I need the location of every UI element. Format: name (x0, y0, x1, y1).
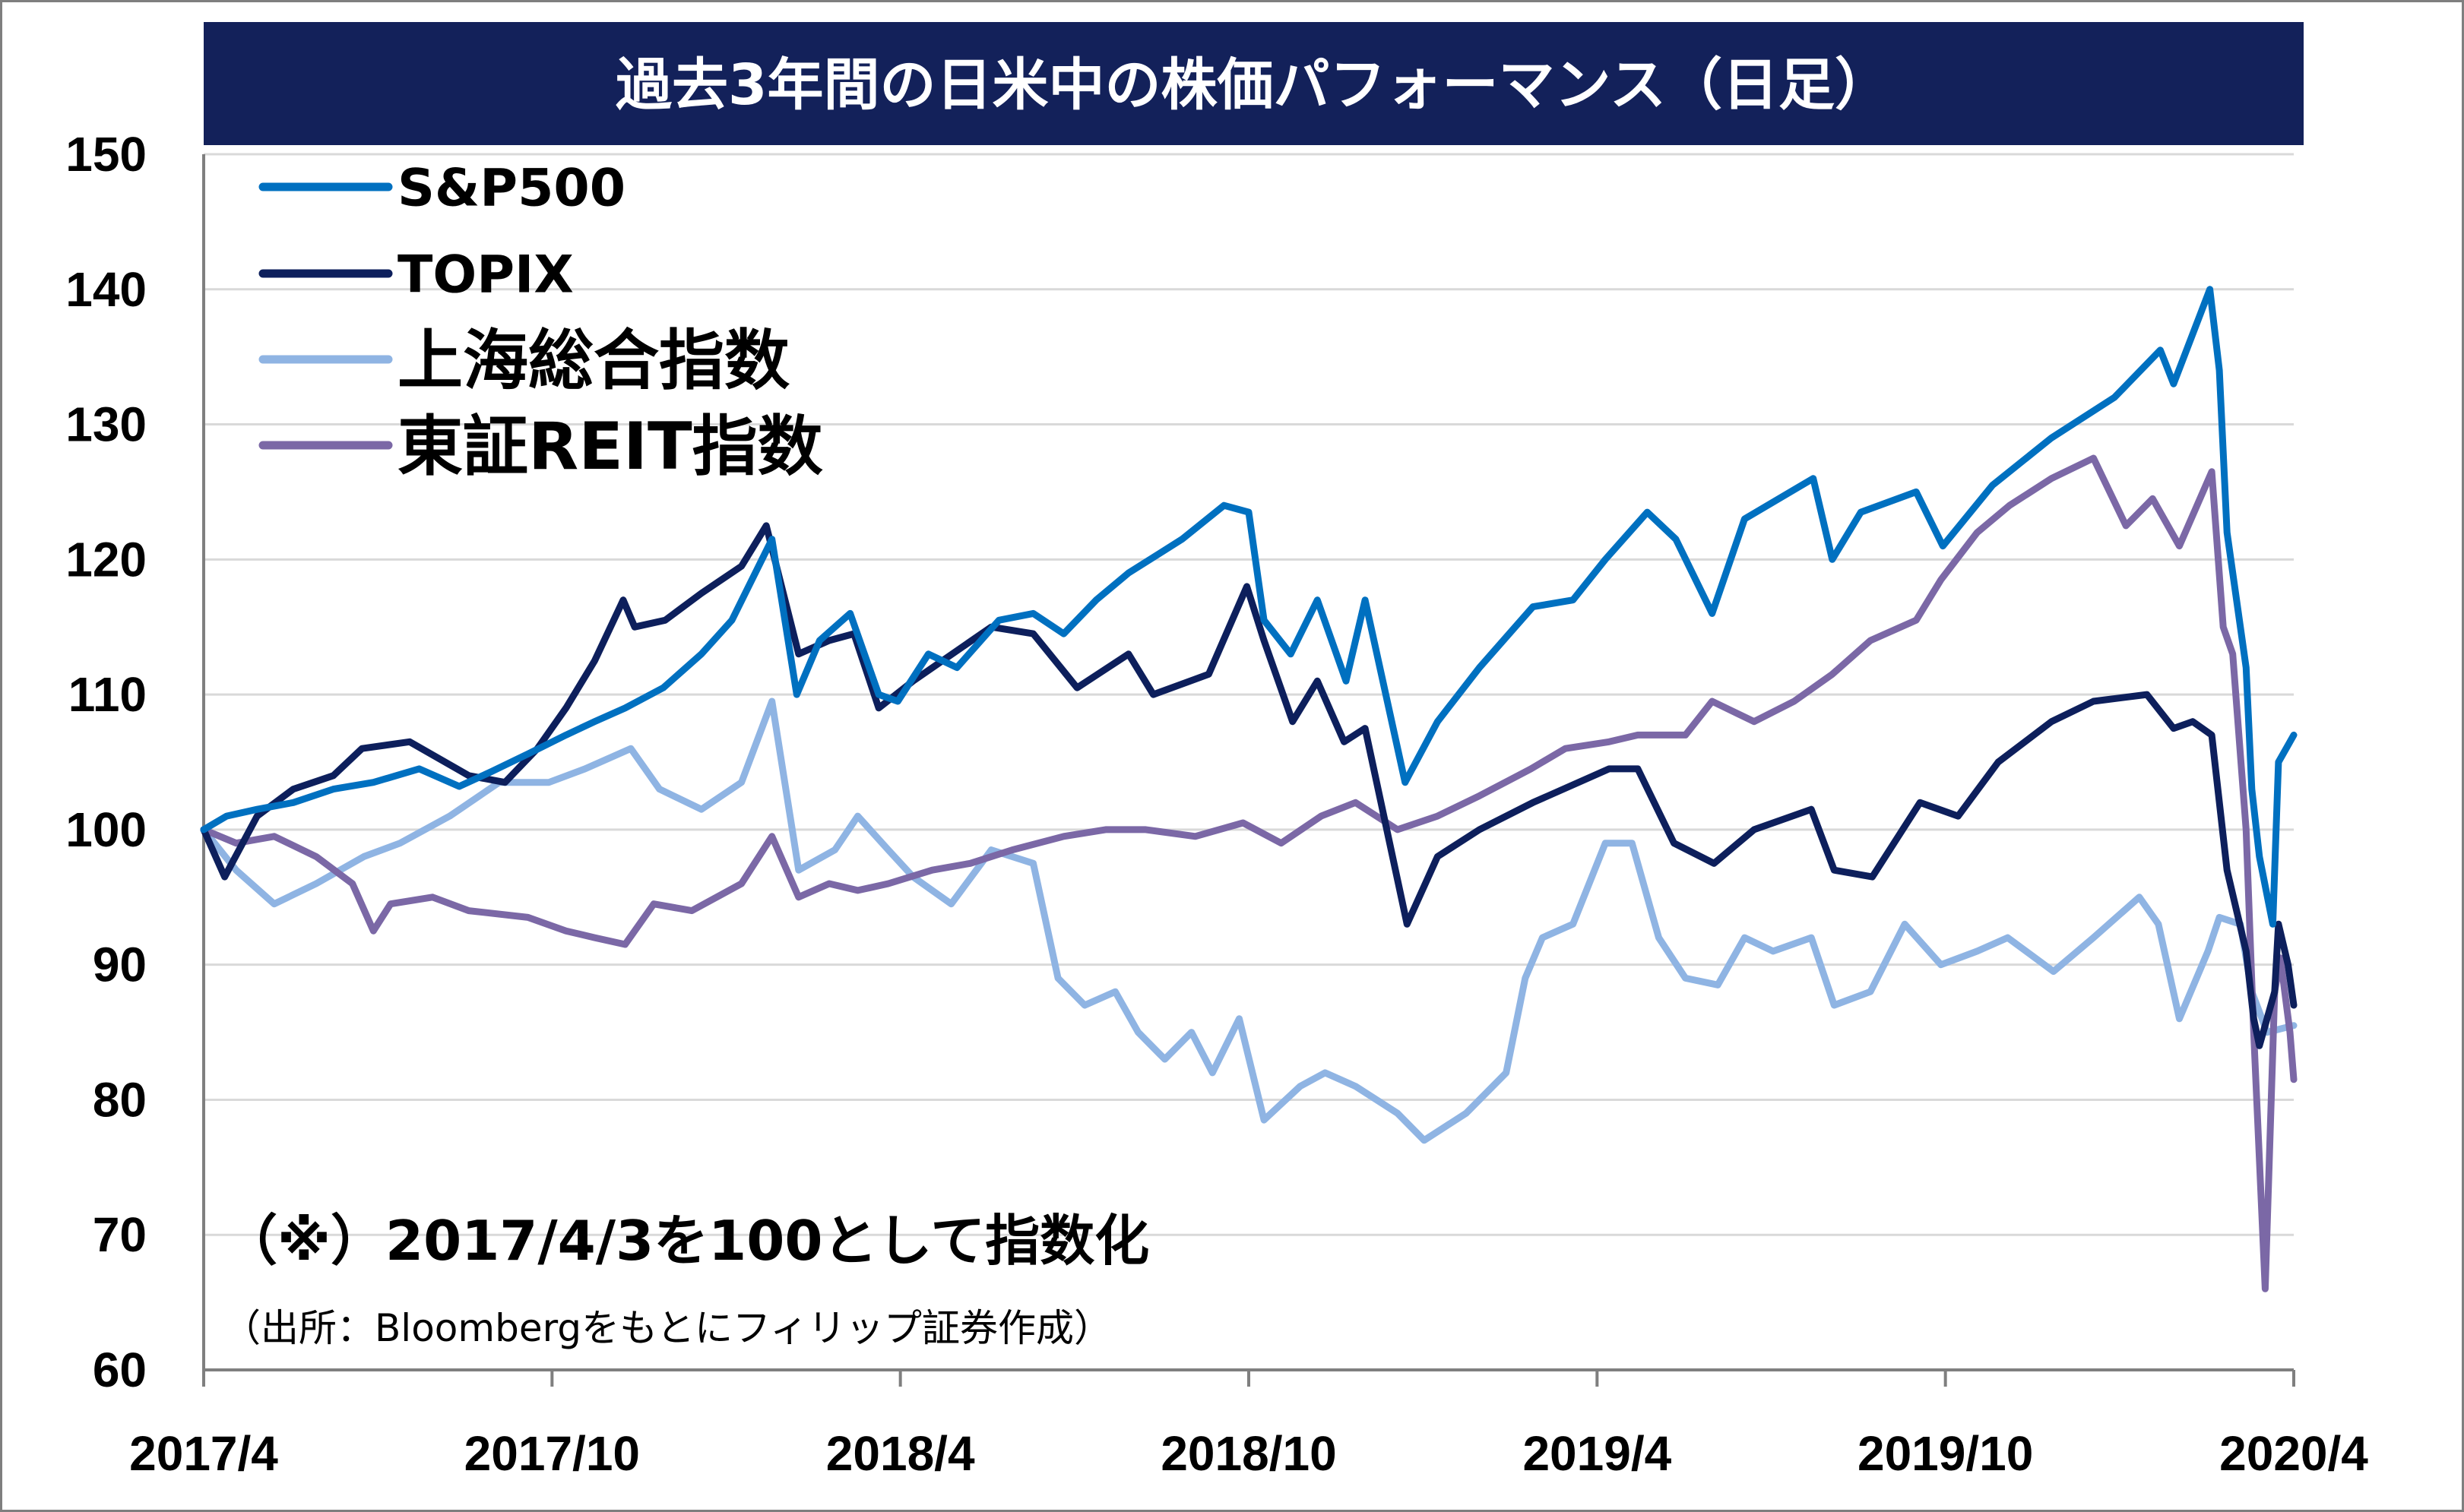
y-tick-label: 130 (65, 397, 147, 452)
y-tick-label: 120 (65, 532, 147, 587)
legend-label: 東証REIT指数 (397, 409, 823, 485)
x-tick-label: 2018/10 (1161, 1426, 1336, 1481)
series-lines (200, 286, 2298, 1292)
source-note: （出所：Bloombergをもとにフィリップ証券作成） (223, 1306, 1112, 1350)
x-tick-label: 2018/4 (826, 1426, 975, 1481)
series-line-3 (200, 454, 2298, 1292)
x-tick-label: 2017/4 (129, 1426, 278, 1481)
x-tick-label: 2019/4 (1522, 1426, 1671, 1481)
series-line-0 (200, 286, 2298, 928)
x-axis: 2017/4 2017/10 2018/4 2018/10 2019/4 2019/10 2… (129, 154, 2368, 1481)
legend-label: S&P500 (397, 158, 626, 218)
y-tick-label: 80 (93, 1072, 147, 1127)
y-tick-label: 140 (65, 262, 147, 317)
y-axis-tick-labels: 150 140 130 120 110 100 90 80 70 60 (65, 127, 147, 1397)
x-tick-label: 2017/10 (464, 1426, 640, 1481)
legend-label: 上海総合指数 (397, 323, 790, 399)
y-tick-label: 150 (65, 127, 147, 182)
index-note: （※）2017/4/3を100として指数化 (223, 1209, 1149, 1273)
x-tick-label: 2019/10 (1858, 1426, 2033, 1481)
series-line-2 (200, 697, 2298, 1144)
y-tick-label: 60 (93, 1343, 147, 1397)
y-tick-label: 70 (93, 1207, 147, 1262)
title-background (204, 22, 2304, 145)
legend-label: TOPIX (397, 245, 574, 305)
y-tick-label: 90 (93, 938, 147, 992)
series-line-1 (200, 522, 2298, 1049)
x-tick-label: 2020/4 (2219, 1426, 2368, 1481)
title-banner: 過去3年間の日米中の株価パフォーマンス（日足） (204, 22, 2304, 145)
y-tick-label: 100 (65, 802, 147, 857)
y-tick-label: 110 (68, 667, 147, 722)
chart-title: 過去3年間の日米中の株価パフォーマンス（日足） (616, 52, 1891, 118)
